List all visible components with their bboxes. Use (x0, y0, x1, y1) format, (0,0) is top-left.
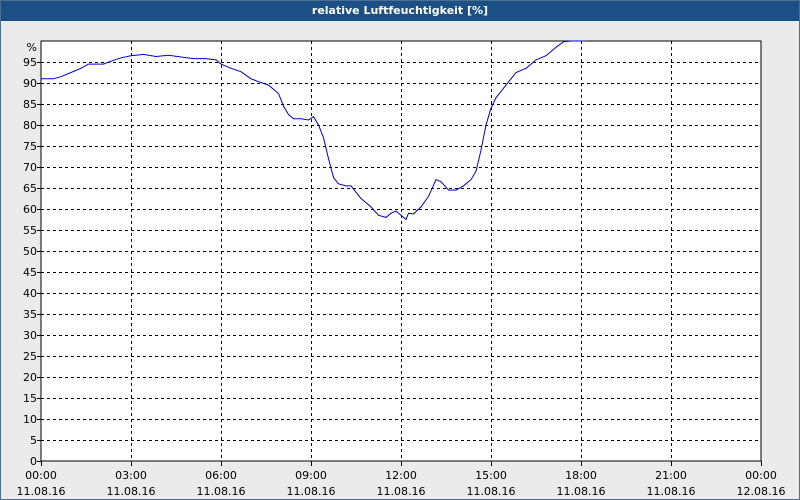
y-tick-label: 30 (23, 329, 37, 342)
y-tick-label: 75 (23, 140, 37, 153)
x-tick-time-label: 15:00 (475, 469, 507, 482)
x-tick-date-label: 11.08.16 (647, 485, 696, 498)
x-tick-date-label: 11.08.16 (197, 485, 246, 498)
y-tick-label: 95 (23, 56, 37, 69)
x-tick-time-label: 21:00 (655, 469, 687, 482)
x-tick-time-label: 09:00 (295, 469, 327, 482)
y-tick-label: 50 (23, 245, 37, 258)
y-tick-label: 90 (23, 77, 37, 90)
x-tick-time-label: 00:00 (745, 469, 777, 482)
humidity-series-line (41, 40, 586, 221)
x-tick-date-label: 11.08.16 (377, 485, 426, 498)
y-tick-label: 80 (23, 119, 37, 132)
x-tick-date-label: 11.08.16 (287, 485, 336, 498)
x-tick-date-label: 11.08.16 (17, 485, 66, 498)
x-tick-time-label: 00:00 (25, 469, 57, 482)
y-tick-label: 45 (23, 266, 37, 279)
y-axis-label: % (27, 41, 37, 54)
x-tick-date-label: 11.08.16 (467, 485, 516, 498)
y-tick-label: 40 (23, 287, 37, 300)
x-tick-date-label: 12.08.16 (737, 485, 786, 498)
y-tick-label: 35 (23, 308, 37, 321)
y-tick-label: 60 (23, 203, 37, 216)
x-tick-date-label: 11.08.16 (107, 485, 156, 498)
y-tick-label: 20 (23, 371, 37, 384)
x-tick-date-label: 11.08.16 (557, 485, 606, 498)
y-tick-label: 55 (23, 224, 37, 237)
x-tick-time-label: 06:00 (205, 469, 237, 482)
y-tick-label: 70 (23, 161, 37, 174)
x-tick-time-label: 12:00 (385, 469, 417, 482)
y-tick-label: 10 (23, 413, 37, 426)
chart-title: relative Luftfeuchtigkeit [%] (1, 1, 799, 21)
y-tick-label: 15 (23, 392, 37, 405)
y-tick-label: 5 (30, 434, 37, 447)
y-tick-label: 25 (23, 350, 37, 363)
y-tick-label: 0 (30, 455, 37, 468)
y-tick-label: 85 (23, 98, 37, 111)
y-axis-ticks: 0 5 10 15 20 25 30 35 40 45 50 55 60 65 70 75 80 85 90 95 (23, 56, 41, 468)
vertical-gridlines (131, 41, 672, 461)
x-axis-ticks: 00:00 11.08.16 03:00 11.08.16 06:00 11.08.16 0… (17, 461, 786, 498)
x-tick-time-label: 03:00 (115, 469, 147, 482)
y-tick-label: 65 (23, 182, 37, 195)
x-tick-time-label: 18:00 (565, 469, 597, 482)
